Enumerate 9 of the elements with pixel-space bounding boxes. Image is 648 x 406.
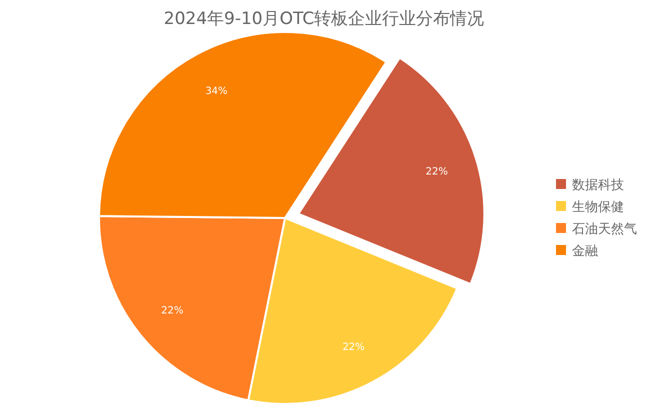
legend-label: 石油天然气 [572, 222, 637, 237]
data-label: 34% [205, 86, 228, 98]
chart-title: 2024年9-10月OTC转板企业行业分布情况 [164, 9, 484, 29]
data-label: 22% [161, 305, 184, 316]
legend-label: 生物保健 [572, 200, 624, 215]
data-label: 22% [426, 166, 448, 178]
data-label: 22% [342, 342, 365, 353]
legend-label: 数据科技 [572, 178, 624, 193]
legend-label: 金融 [572, 244, 598, 259]
